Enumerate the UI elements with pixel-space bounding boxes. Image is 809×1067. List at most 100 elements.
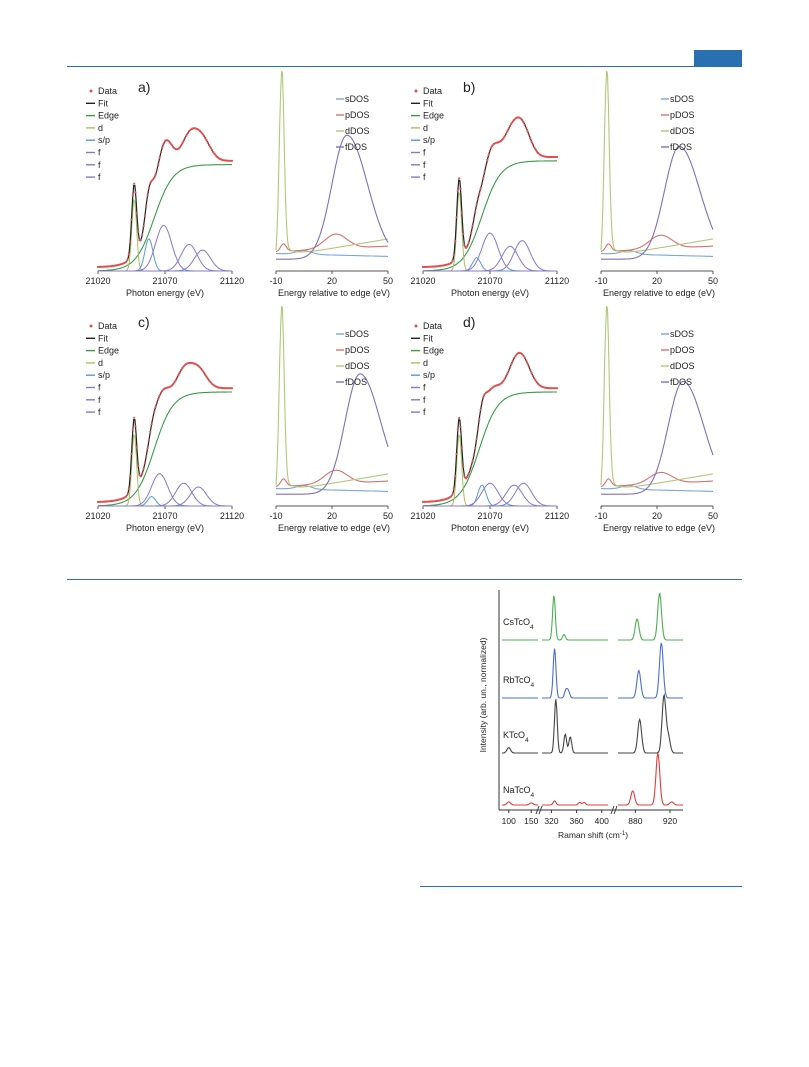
- data-point: [535, 381, 538, 384]
- header-rule: [67, 66, 742, 67]
- data-point: [523, 123, 526, 126]
- data-point: [150, 179, 153, 182]
- data-point: [463, 475, 466, 478]
- dos-tick-label: 50: [383, 276, 393, 286]
- data-point: [525, 126, 528, 129]
- data-point: [176, 376, 179, 379]
- raman-trace-segment: [618, 752, 683, 806]
- data-point: [153, 410, 156, 413]
- data-point: [478, 418, 481, 421]
- data-point: [501, 138, 504, 141]
- xanes-legend-label: Edge: [423, 111, 444, 121]
- data-point: [155, 168, 159, 171]
- data-point: [468, 237, 471, 240]
- ddos-curve: [600, 306, 714, 488]
- data-point: [171, 383, 175, 386]
- dos-legend-label: pDOS: [345, 110, 370, 120]
- dos-legend-label: sDOS: [670, 329, 694, 339]
- data-point: [125, 260, 128, 263]
- data-point: [206, 141, 209, 144]
- data-point: [170, 143, 173, 147]
- data-point: [475, 203, 478, 206]
- dos-tick-label: -10: [594, 276, 607, 286]
- data-point: [158, 156, 161, 160]
- xanes-tick-label: 21120: [545, 276, 569, 286]
- data-point: [137, 464, 140, 467]
- data-point: [202, 371, 205, 374]
- data-point: [507, 127, 510, 130]
- data-point: [147, 186, 150, 190]
- data-point: [509, 124, 512, 128]
- data-point: [204, 136, 207, 139]
- raman-tick-label: 400: [595, 816, 609, 826]
- data-point: [204, 373, 207, 376]
- data-point: [133, 416, 136, 419]
- data-point: [513, 118, 516, 121]
- data-point: [127, 487, 130, 491]
- data-point: [209, 146, 212, 149]
- caption-rule: [420, 886, 742, 887]
- dos-tick-label: 20: [652, 511, 662, 521]
- data-point: [527, 133, 530, 136]
- dos-legend-label: dDOS: [670, 361, 695, 371]
- pdos-curve: [275, 469, 388, 488]
- raman-trace-segment: [502, 747, 538, 754]
- data-point: [484, 164, 488, 167]
- xanes-legend-label: f: [423, 160, 426, 170]
- f-peak-curve-3: [98, 249, 232, 272]
- data-point: [162, 142, 165, 145]
- data-point: [130, 218, 133, 221]
- data-point: [214, 154, 217, 157]
- data-point: [450, 261, 453, 264]
- data-point: [456, 428, 459, 431]
- data-point: [177, 374, 180, 377]
- data-point: [155, 401, 159, 404]
- data-point: [523, 356, 526, 360]
- xanes-legend-label: s/p: [423, 135, 435, 145]
- xanes-tick-label: 21020: [85, 511, 110, 521]
- dos-legend-label: sDOS: [670, 94, 694, 104]
- data-point: [139, 238, 142, 241]
- sp-peak-curve: [98, 238, 232, 272]
- data-point: [130, 452, 133, 455]
- data-point: [459, 187, 462, 190]
- dos-tick-label: -10: [269, 511, 282, 521]
- xanes-legend-label: s/p: [98, 370, 110, 380]
- data-point: [206, 377, 209, 380]
- dos-legend-label: dDOS: [670, 126, 695, 136]
- xanes-legend-label: Edge: [98, 346, 119, 356]
- data-point: [126, 493, 129, 496]
- xanes-x-label: Photon energy (eV): [451, 523, 529, 533]
- data-point: [474, 210, 477, 213]
- data-point: [521, 353, 524, 356]
- data-point: [143, 462, 146, 465]
- sp-peak-curve: [423, 484, 557, 507]
- data-point: [505, 375, 508, 378]
- data-point: [454, 240, 457, 243]
- data-point: [201, 369, 204, 372]
- data-point: [534, 148, 537, 151]
- data-point: [131, 428, 134, 431]
- raman-trace-segment: [542, 800, 608, 806]
- data-point: [456, 189, 459, 193]
- raman-trace-segment: [542, 595, 608, 641]
- data-point: [502, 379, 505, 383]
- data-point: [470, 231, 473, 234]
- edge-curve: [98, 391, 232, 507]
- data-point: [174, 379, 177, 382]
- xanes-x-label: Photon energy (eV): [126, 523, 204, 533]
- data-point: [472, 454, 475, 457]
- fdos-curve: [276, 373, 389, 495]
- raman-figure: Intensity (arb. un., normalized) 100 150 32…: [478, 590, 683, 840]
- dos-legend-label: pDOS: [345, 345, 370, 355]
- xanes-legend-label: f: [423, 395, 426, 405]
- raman-series-label: NaTcO4: [503, 785, 535, 799]
- data-point: [452, 254, 455, 257]
- data-point: [230, 387, 234, 390]
- fdos-curve: [601, 380, 714, 495]
- data-point: [506, 130, 509, 133]
- data-point: [480, 182, 484, 185]
- pdos-curve: [600, 234, 713, 253]
- xanes-legend-label: d: [98, 123, 103, 133]
- data-point: [511, 359, 514, 362]
